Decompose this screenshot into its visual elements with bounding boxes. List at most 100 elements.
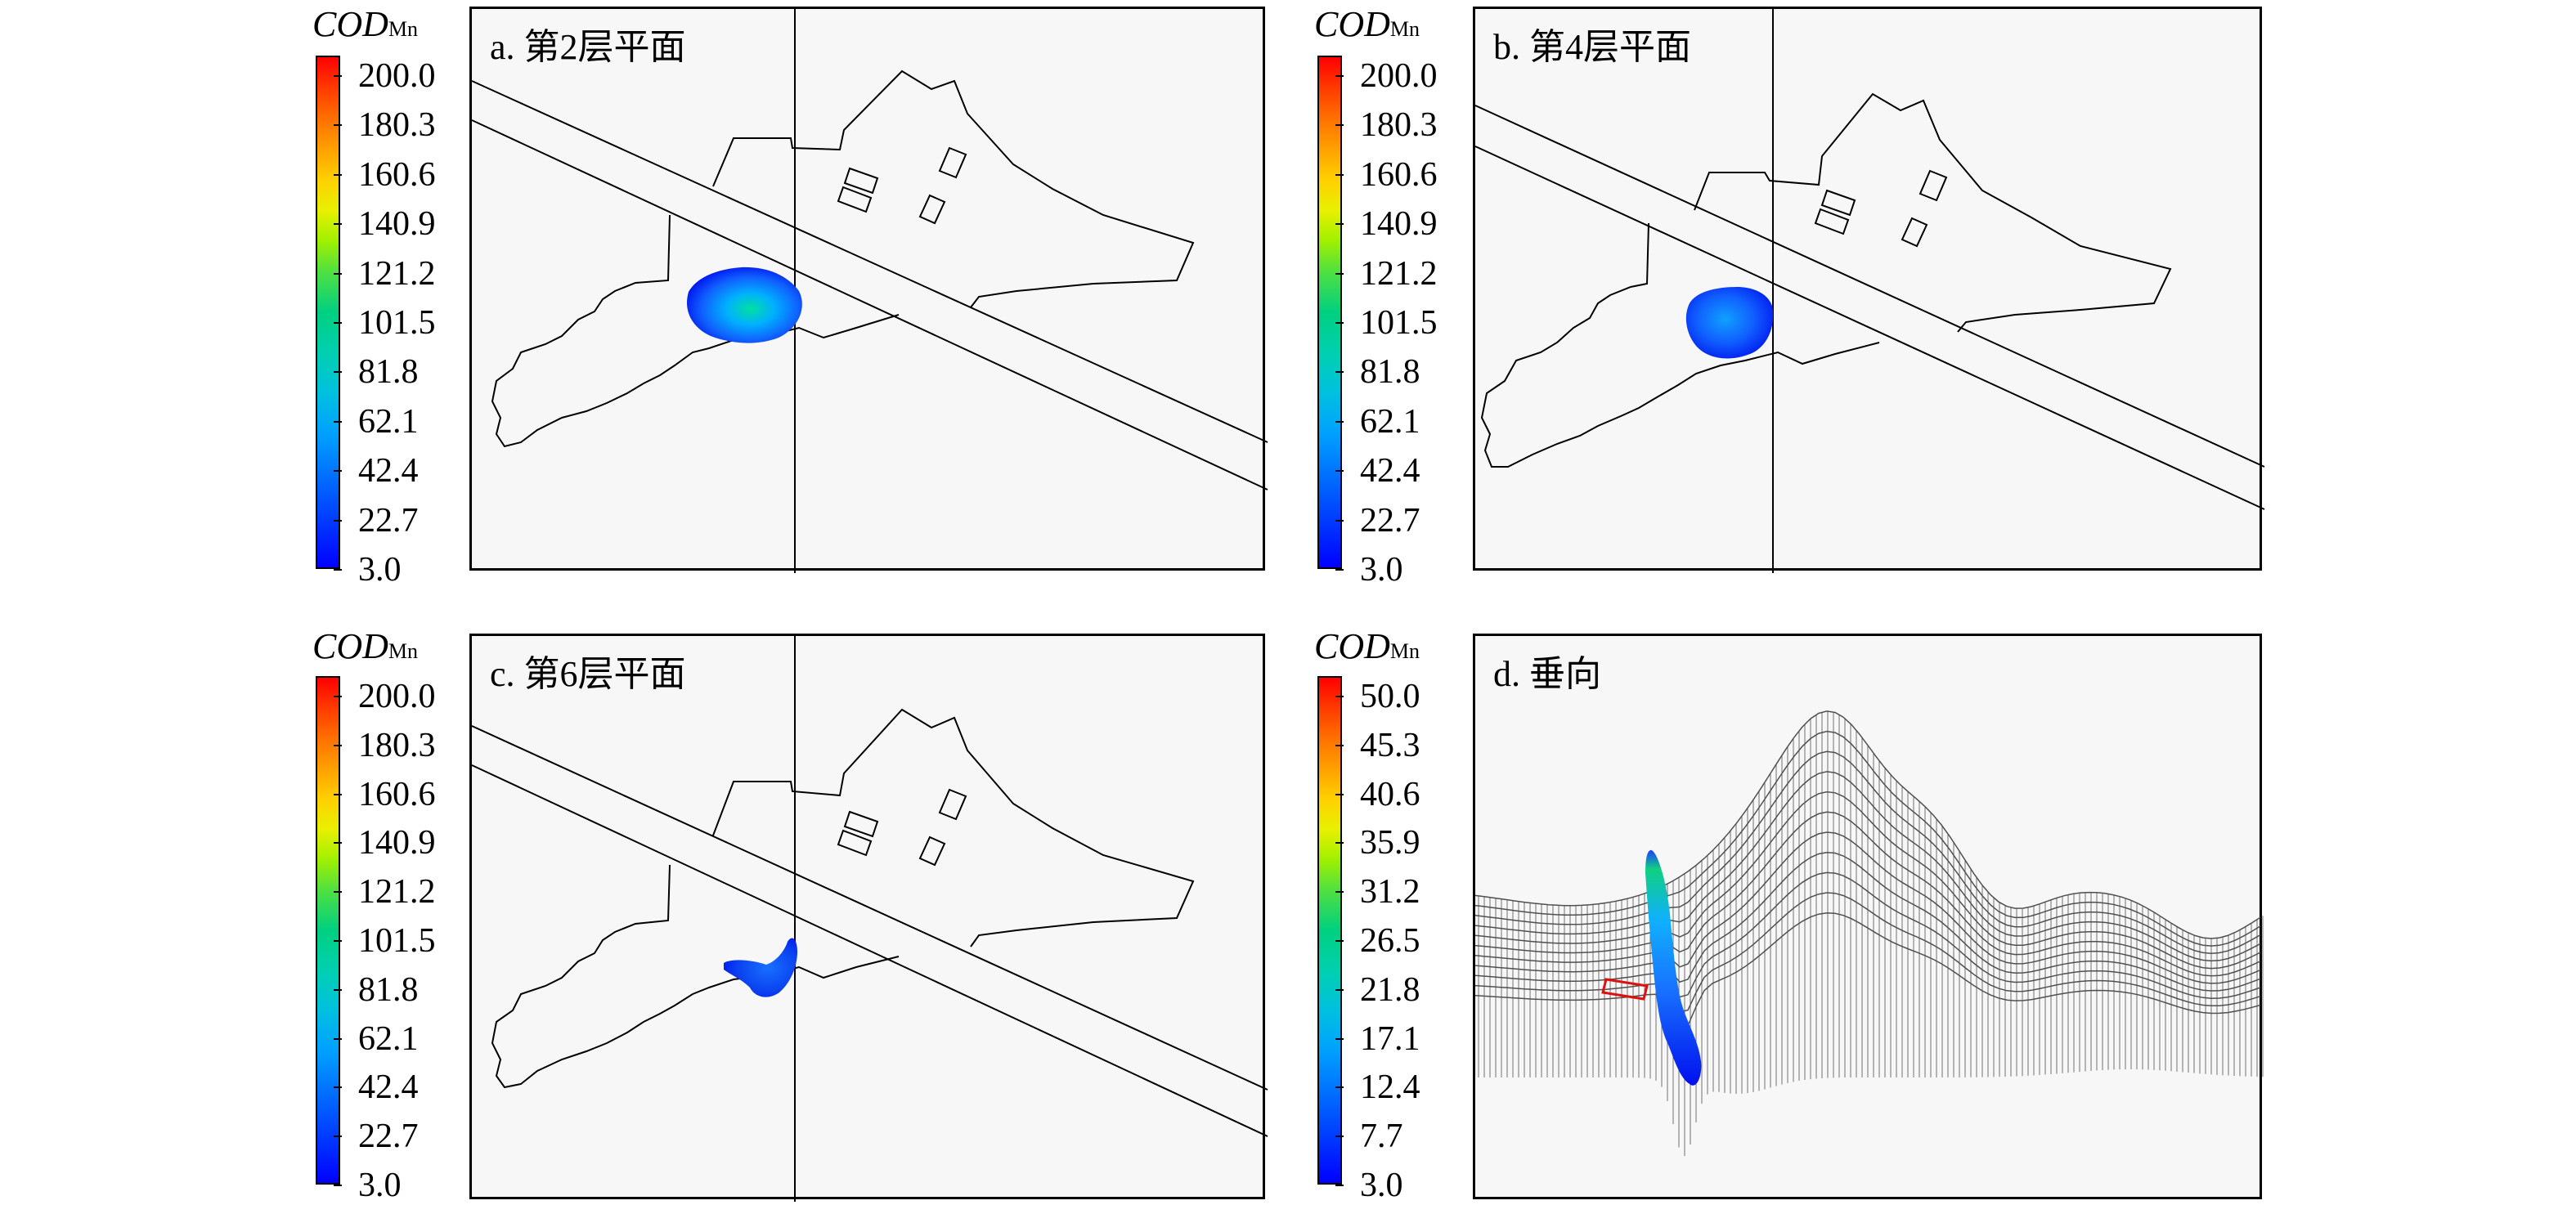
cod-plume — [687, 267, 802, 343]
colorbar-tick — [1335, 272, 1344, 275]
colorbar-tick-label: 21.8 — [1360, 970, 1420, 1009]
colorbar-tick-label: 200.0 — [358, 678, 436, 715]
colorbar-tick-label: 200.0 — [1360, 57, 1438, 95]
colorbar-tick — [1335, 470, 1344, 473]
building — [938, 788, 967, 821]
colorbar-tick — [334, 940, 342, 942]
colorbar-tick — [334, 891, 342, 894]
colorbar-tick-label: 22.7 — [358, 501, 419, 540]
colorbar-tick — [334, 223, 342, 226]
legend-title-sub: Mn — [1389, 17, 1420, 41]
colorbar-tick — [1335, 569, 1344, 571]
colorbar-tick — [334, 793, 342, 795]
mesh-layer-line — [1474, 892, 2261, 1013]
channel-lower-edge — [1474, 146, 2265, 510]
colorbar-tick-label: 101.5 — [358, 922, 436, 960]
site-boundary-north — [712, 69, 1195, 308]
channel-lower-edge — [471, 119, 1268, 491]
colorbar-tick — [334, 1086, 342, 1089]
cod-plume-vertical — [1645, 849, 1702, 1086]
colorbar-tick — [1335, 940, 1344, 942]
colorbar-tick — [1335, 173, 1344, 176]
map-frame-d: d. 垂向 — [1473, 634, 2264, 1199]
map-title: b. 第4层平面 — [1493, 27, 1691, 67]
pollution-source-box — [1601, 978, 1649, 1001]
legend-title-main: COD — [1314, 626, 1390, 666]
colorbar-tick — [334, 988, 342, 991]
colorbar-tick — [334, 470, 342, 473]
colorbar-tick-label: 160.6 — [1360, 155, 1438, 194]
legend-title: CODMn — [1314, 625, 1420, 667]
building — [837, 186, 873, 213]
colorbar-tick-label: 26.5 — [1360, 922, 1420, 960]
panel-b: CODMn 200.0 180.3 160.6 140.9 121.2 101.5 81.8… — [1288, 0, 2576, 602]
mesh-layer-line — [1474, 851, 2261, 992]
colorbar-tick-label: 3.0 — [1360, 1167, 1403, 1204]
colorbar-tick-label: 42.4 — [358, 1068, 419, 1107]
colorbar-tick-label: 3.0 — [358, 1167, 402, 1204]
map-frame-c: c. 第6层平面 — [469, 634, 1268, 1202]
legend-title: CODMn — [312, 3, 418, 45]
colorbar-tick — [1335, 744, 1344, 746]
site-boundary-south — [1480, 222, 1880, 468]
colorbar-tick — [1335, 1086, 1344, 1089]
colorbar-tick-label: 121.2 — [1360, 254, 1438, 293]
colorbar-tick — [1335, 988, 1344, 991]
channel-upper-edge — [471, 725, 1268, 1091]
mesh-layer-line — [1474, 791, 2261, 970]
colorbar — [316, 56, 340, 569]
colorbar-tick-label: 81.8 — [1360, 353, 1420, 392]
colorbar-tick-label: 31.2 — [1360, 873, 1420, 912]
site-boundary-south — [491, 864, 900, 1089]
legend-title: CODMn — [1314, 3, 1420, 45]
channel-upper-edge — [1474, 105, 2265, 468]
building — [1820, 189, 1856, 217]
building — [938, 146, 967, 179]
colorbar-tick — [1335, 696, 1344, 697]
colorbar-tick-label: 81.8 — [358, 970, 419, 1009]
mesh-grid — [1474, 710, 2264, 1157]
colorbar-tick-label: 42.4 — [1360, 452, 1420, 491]
map-title: a. 第2层平面 — [490, 27, 686, 67]
map-title: d. 垂向 — [1493, 654, 1601, 694]
map-frame-a: a. 第2层平面 — [469, 7, 1268, 573]
colorbar-tick-label: 180.3 — [358, 106, 436, 145]
colorbar-tick — [334, 124, 342, 127]
colorbar-tick — [1335, 891, 1344, 894]
colorbar-tick — [334, 1136, 342, 1138]
vertical-mesh — [1474, 710, 2264, 1157]
colorbar-tick-label: 35.9 — [1360, 824, 1420, 862]
colorbar-tick-label: 160.6 — [358, 775, 436, 813]
building — [918, 835, 946, 867]
map-frame-b: b. 第4层平面 — [1473, 7, 2265, 573]
legend-a: CODMn 200.0 180.3 160.6 140.9 121.2 101.5 81.8… — [312, 0, 476, 587]
colorbar-tick — [334, 322, 342, 324]
panel-a: CODMn 200.0 180.3 160.6 140.9 121.2 101.5 81.8… — [0, 0, 1288, 602]
colorbar-tick — [334, 272, 342, 275]
site-boundary-north — [1694, 92, 2172, 333]
colorbar-tick — [334, 420, 342, 423]
colorbar-tick-label: 180.3 — [358, 726, 436, 764]
colorbar-tick — [334, 1037, 342, 1040]
colorbar-tick-label: 62.1 — [358, 1019, 419, 1058]
colorbar-tick — [1335, 1037, 1344, 1040]
colorbar-tick-label: 7.7 — [1360, 1118, 1403, 1156]
colorbar-tick — [334, 519, 342, 522]
colorbar-tick-label: 81.8 — [358, 353, 419, 392]
building — [1919, 169, 1948, 202]
colorbar-tick-label: 101.5 — [358, 304, 436, 342]
legend-b: CODMn 200.0 180.3 160.6 140.9 121.2 101.5 81.8… — [1314, 0, 1478, 587]
mesh-layer-line — [1474, 750, 2261, 955]
colorbar-tick — [1335, 519, 1344, 522]
cod-plume — [1685, 287, 1774, 359]
colorbar-tick — [334, 842, 342, 844]
colorbar-tick — [334, 173, 342, 176]
legend-title-main: COD — [1314, 4, 1390, 44]
mesh-layer-line — [1474, 730, 2261, 947]
cod-plume — [724, 938, 797, 997]
mesh-layer-line — [1474, 912, 2261, 1028]
colorbar-tick — [1335, 371, 1344, 374]
colorbar-tick — [1335, 124, 1344, 127]
mesh-layer-line — [1474, 811, 2261, 977]
building — [843, 167, 879, 195]
